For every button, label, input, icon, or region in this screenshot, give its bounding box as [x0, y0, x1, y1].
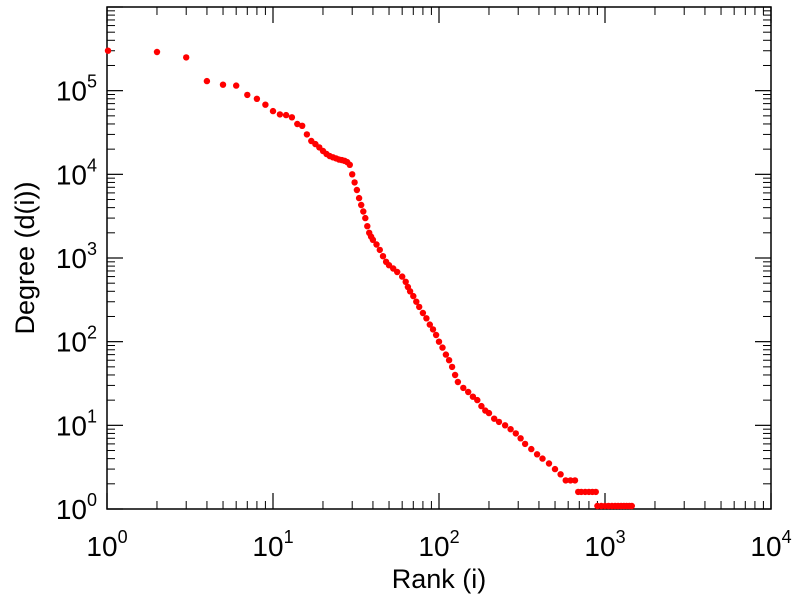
data-point — [183, 54, 190, 61]
data-point — [294, 120, 301, 128]
data-point — [153, 48, 161, 56]
x-tick-labels: 100 101 102 103 104 — [86, 527, 791, 562]
data-point — [423, 315, 430, 322]
data-point — [432, 331, 440, 339]
data-point — [439, 344, 446, 351]
data-point — [485, 409, 493, 417]
x-axis-label: Rank (i) — [392, 564, 487, 594]
data-point — [349, 171, 356, 178]
y-tick-label: 101 — [56, 406, 97, 441]
data-point — [419, 309, 427, 317]
data-point — [533, 451, 541, 458]
y-tick-label: 105 — [56, 72, 97, 107]
data-point — [442, 351, 450, 358]
data-point — [402, 278, 409, 285]
data-point — [269, 107, 277, 115]
data-point — [517, 435, 524, 442]
data-point — [469, 393, 477, 400]
plot-frame — [106, 6, 772, 510]
data-point — [521, 440, 529, 448]
data-point — [435, 338, 443, 345]
data-point — [478, 402, 485, 410]
data-point — [571, 477, 579, 484]
y-tick-label: 104 — [56, 155, 97, 190]
data-point — [448, 363, 456, 371]
x-tick-label: 103 — [584, 527, 625, 562]
y-tick-labels: 100 101 102 103 104 105 — [56, 72, 97, 525]
data-point — [299, 122, 306, 129]
data-points — [104, 47, 635, 510]
data-point — [358, 201, 365, 209]
data-point — [262, 101, 269, 108]
data-point — [379, 253, 387, 260]
data-point — [551, 465, 559, 473]
data-point — [557, 471, 564, 478]
data-point — [303, 131, 311, 138]
data-point — [539, 455, 546, 462]
data-point — [364, 223, 371, 230]
data-point — [429, 326, 437, 333]
data-point — [376, 246, 383, 254]
data-point — [360, 208, 367, 215]
y-tick-label: 100 — [56, 490, 97, 525]
y-tick-label: 102 — [56, 323, 97, 358]
data-point — [416, 303, 423, 311]
data-point — [410, 292, 417, 300]
data-point — [413, 298, 420, 305]
data-point — [528, 445, 535, 453]
data-point — [362, 214, 369, 222]
y-axis-label: Degree (d(i)) — [10, 181, 40, 334]
data-point — [474, 396, 481, 404]
data-point — [288, 114, 296, 121]
data-point — [203, 77, 211, 85]
data-point — [628, 502, 635, 510]
data-point — [445, 357, 453, 364]
data-point — [567, 477, 574, 484]
data-point — [104, 47, 112, 54]
data-point — [562, 477, 569, 484]
data-point — [451, 371, 459, 379]
data-point — [355, 194, 363, 202]
y-tick-label: 103 — [56, 239, 97, 274]
x-tick-label: 101 — [252, 527, 293, 562]
data-point — [373, 241, 380, 248]
data-point — [219, 81, 227, 88]
data-point — [545, 460, 553, 467]
data-point — [282, 111, 290, 119]
x-tick-label: 102 — [418, 527, 459, 562]
data-point — [399, 273, 406, 280]
data-point — [233, 82, 240, 89]
data-point — [454, 378, 462, 386]
data-point — [592, 488, 599, 496]
data-point — [369, 236, 377, 243]
data-point — [512, 430, 519, 437]
data-point — [353, 186, 361, 194]
data-point — [406, 288, 414, 295]
data-point — [276, 111, 284, 118]
data-point — [491, 415, 498, 422]
data-point — [346, 161, 353, 168]
data-point — [460, 384, 467, 392]
minor-ticks — [107, 7, 771, 509]
data-point — [253, 95, 261, 103]
x-tick-label: 100 — [86, 527, 127, 562]
data-point — [465, 388, 472, 396]
data-point — [501, 422, 509, 429]
data-point — [394, 268, 401, 276]
data-point — [351, 179, 358, 186]
data-point — [426, 321, 433, 328]
data-point — [507, 426, 514, 433]
data-point — [495, 418, 503, 426]
data-point — [244, 91, 251, 99]
x-tick-label: 104 — [750, 527, 791, 562]
